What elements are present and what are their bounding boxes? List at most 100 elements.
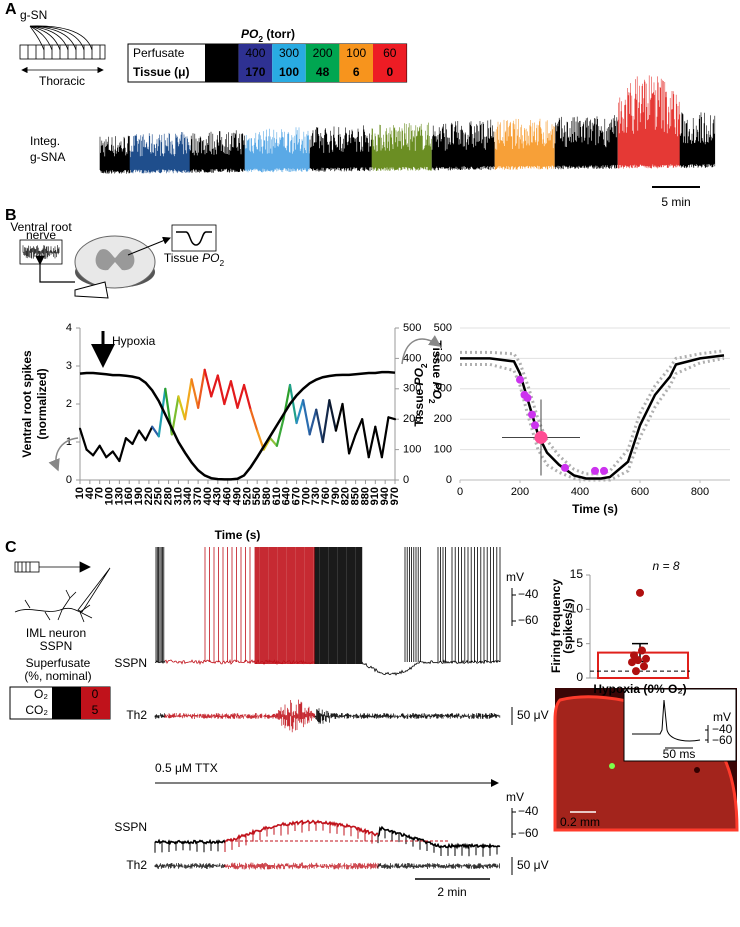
x-tick-label: 0	[457, 486, 463, 498]
x-tick-label: 790	[330, 487, 342, 505]
data-point	[642, 654, 650, 663]
y2-tick-label: 500	[403, 322, 421, 334]
y-axis-label: Firing frequency	[549, 579, 563, 673]
y-axis-label-part: 2	[419, 363, 429, 368]
scale-bar	[511, 588, 516, 626]
spike-line	[78, 427, 88, 451]
panel-label: B	[5, 207, 17, 224]
diagram-label: (%, nominal)	[24, 669, 91, 683]
table-value: 0	[92, 687, 99, 701]
table-value: 60	[383, 46, 397, 60]
spike-line	[341, 402, 351, 455]
x-tick-label: 730	[310, 487, 322, 505]
x-tick-label: 940	[379, 487, 391, 505]
x-tick-label: 220	[143, 487, 155, 505]
trace-label: Integ.	[30, 134, 60, 148]
nerve-trace	[129, 132, 191, 174]
recording-trace	[314, 708, 501, 724]
recording-trace	[404, 547, 501, 662]
spike-line	[229, 380, 239, 409]
spike-line	[151, 425, 160, 438]
nerve-trace	[189, 130, 245, 173]
diagram-label: nerve	[26, 228, 56, 242]
spike-line	[105, 450, 114, 459]
spike-line	[249, 408, 259, 432]
x-tick-label: 580	[261, 487, 273, 505]
spike-line	[347, 433, 357, 455]
row-label: O₂	[34, 687, 48, 701]
x-tick-label: 130	[113, 487, 125, 505]
y-tick-label: 300	[434, 383, 452, 395]
y-tick-label: 0	[66, 474, 72, 486]
spike-line	[111, 450, 121, 463]
scale-bar	[511, 808, 516, 838]
curved-arrow	[48, 437, 79, 472]
recording-trace	[361, 659, 501, 676]
data-point	[528, 410, 536, 419]
table-cell	[373, 44, 407, 82]
spike-line	[374, 425, 383, 459]
x-tick-label: 70	[94, 487, 106, 499]
diagram-label: Tissue PO2	[164, 251, 225, 268]
x-tick-label: 280	[163, 487, 175, 505]
y-axis-label: (spikes/s)	[561, 598, 575, 653]
scale-label: 50 μV	[517, 708, 549, 722]
table-title-part: 2	[258, 34, 263, 44]
spike-line	[203, 368, 213, 398]
recording-trace	[224, 819, 379, 843]
x-axis-label: Time (s)	[572, 502, 618, 516]
diagram-label-part: PO	[202, 251, 219, 265]
y-tick-label: 5	[576, 636, 583, 650]
diagram-label: Superfusate	[26, 656, 91, 670]
diagram-label: Ventral root	[10, 220, 72, 234]
spike-line	[190, 378, 200, 409]
data-point	[638, 646, 646, 655]
annotation: n = 8	[652, 559, 679, 573]
image-label: −60	[712, 733, 733, 747]
y-tick-label: 0	[446, 474, 452, 486]
diagram-c	[14, 561, 111, 623]
data-point	[531, 421, 539, 430]
x-tick-label: 760	[320, 487, 332, 505]
x-tick-label: 970	[389, 487, 401, 505]
po2-line	[460, 354, 725, 480]
po2-line	[460, 356, 725, 482]
recording-trace	[224, 822, 373, 852]
x-tick-label: 820	[340, 487, 352, 505]
recording-trace	[377, 825, 501, 850]
recording-trace	[155, 660, 166, 664]
table-value: 95	[59, 687, 73, 701]
table-cell	[81, 687, 110, 719]
spike-line	[183, 378, 193, 421]
y2-axis-label-part: PO	[430, 382, 444, 400]
table-value: 5	[92, 703, 99, 717]
nerve-trace	[99, 135, 131, 174]
image-label: 0.2 mm	[560, 815, 600, 829]
table-value: 5	[63, 703, 70, 717]
row-label: Perfusate	[133, 46, 185, 60]
x-tick-label: 250	[153, 487, 165, 505]
spike-line	[124, 437, 134, 445]
data-point	[636, 588, 644, 597]
table-value: 304	[212, 65, 232, 79]
table-cell	[339, 44, 373, 82]
table-value: 48	[316, 65, 330, 79]
x-tick-label: 100	[103, 487, 115, 505]
spike-line	[210, 374, 219, 398]
x-axis-label: Time (s)	[215, 528, 261, 542]
spike-line	[144, 425, 154, 442]
x-tick-label: 400	[202, 487, 214, 505]
y2-tick-label: 200	[403, 413, 421, 425]
spike-line	[197, 368, 206, 409]
po2-line	[79, 370, 396, 481]
table-cell	[305, 44, 340, 82]
x-tick-label: 910	[369, 487, 381, 505]
x-tick-label: 850	[350, 487, 362, 505]
spike-line	[334, 402, 344, 432]
diagram-label: SSPN	[40, 639, 73, 653]
drug-label: 0.5 μM TTX	[155, 761, 218, 775]
table-value: 570	[212, 46, 232, 60]
y-tick-label: 2	[66, 398, 72, 410]
x-tick-label: 610	[271, 487, 283, 505]
diagram-label: IML neuron	[26, 626, 86, 640]
